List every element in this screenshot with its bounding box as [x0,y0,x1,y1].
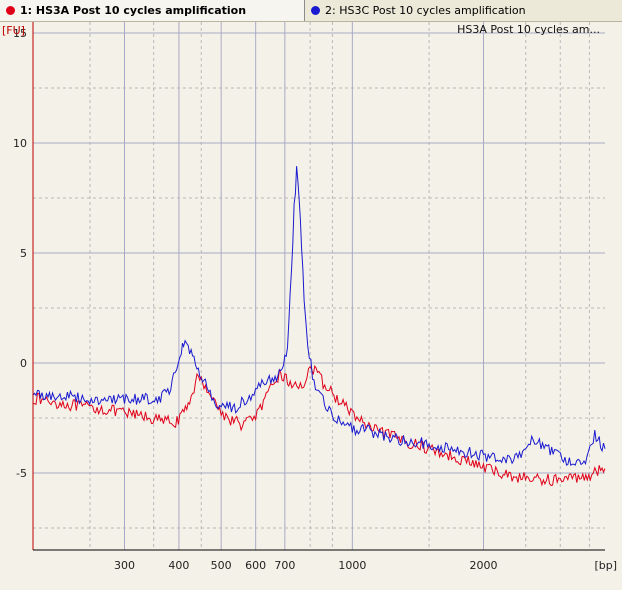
sample-2-dot-icon [311,6,320,15]
x-tick-label: 500 [211,559,232,572]
y-axis-label: [FU] [2,24,25,37]
tab-sample-1-label: 1: HS3A Post 10 cycles amplification [20,4,247,17]
chart-title: HS3A Post 10 cycles am... [457,23,600,36]
sample-1-dot-icon [6,6,15,15]
tab-sample-2-label: 2: HS3C Post 10 cycles amplification [325,4,526,17]
tab-sample-2[interactable]: 2: HS3C Post 10 cycles amplification [305,0,622,21]
x-tick-label: 700 [274,559,295,572]
y-tick-label: 0 [20,357,27,370]
y-tick-label: 10 [13,137,27,150]
x-tick-label: 2000 [470,559,498,572]
series-line-1 [32,364,606,487]
x-tick-label: 400 [168,559,189,572]
x-tick-label: 1000 [338,559,366,572]
chart-background [0,22,622,586]
tab-sample-1[interactable]: 1: HS3A Post 10 cycles amplification [0,0,305,21]
x-axis-label: [bp] [594,559,617,572]
y-tick-label: 5 [20,247,27,260]
chart-svg: -5 0 5 10 15 300 400 500 600 700 1000 2000 [FU] [bp… [0,22,622,586]
y-tick-label: 15 [13,27,27,40]
x-tick-label: 300 [114,559,135,572]
tab-bar: 1: HS3A Post 10 cycles amplification 2: … [0,0,622,22]
x-tick-label: 600 [245,559,266,572]
y-tick-label: -5 [16,467,27,480]
series-line-2 [32,166,606,467]
electropherogram: -5 0 5 10 15 300 400 500 600 700 1000 2000 [FU] [bp… [0,22,622,586]
